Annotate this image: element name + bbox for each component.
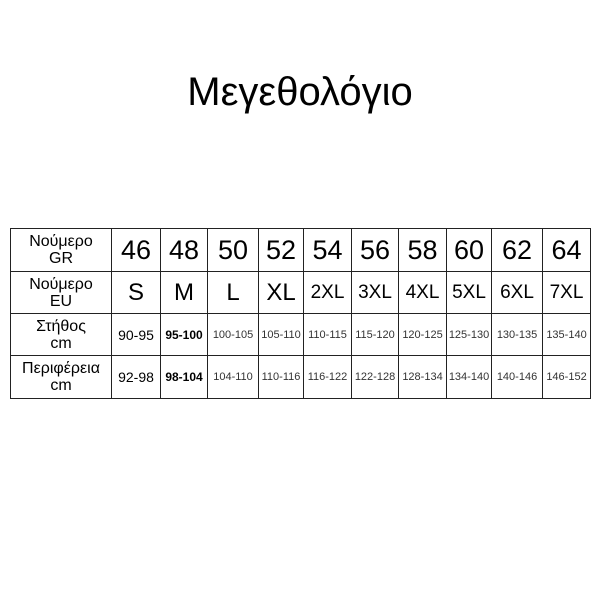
table-cell: 104-110 [207, 355, 259, 399]
table-cell: 110-115 [303, 313, 352, 356]
table-cell: 135-140 [542, 313, 591, 356]
table-cell: 92-98 [111, 355, 161, 399]
table-cell: M [160, 271, 208, 314]
table-cell: 6XL [491, 271, 543, 314]
size-chart-table: Νούμερο GR 46 48 50 52 54 56 58 60 62 64 Νούμερο EU S M… [10, 228, 591, 399]
table-cell: 52 [258, 228, 304, 272]
table-cell: 2XL [303, 271, 352, 314]
table-cell: 48 [160, 228, 208, 272]
row-header-line: Στήθος [36, 317, 86, 335]
table-cell: 128-134 [398, 355, 447, 399]
table-cell: 115-120 [351, 313, 399, 356]
table-cell: 3XL [351, 271, 399, 314]
row-header-line: Νούμερο [29, 275, 93, 293]
table-cell: 125-130 [446, 313, 492, 356]
gr-size-row: Νούμερο GR 46 48 50 52 54 56 58 60 62 64 [10, 228, 591, 272]
row-header: Περιφέρεια cm [10, 355, 112, 399]
table-cell: 116-122 [303, 355, 352, 399]
table-cell: 140-146 [491, 355, 543, 399]
row-header: Νούμερο EU [10, 271, 112, 314]
table-cell: 120-125 [398, 313, 447, 356]
table-cell: 130-135 [491, 313, 543, 356]
table-cell: 7XL [542, 271, 591, 314]
table-cell: L [207, 271, 259, 314]
table-cell: 54 [303, 228, 352, 272]
row-header-line: cm [50, 334, 72, 352]
table-cell: 64 [542, 228, 591, 272]
table-cell: 90-95 [111, 313, 161, 356]
row-header: Στήθος cm [10, 313, 112, 356]
table-cell: 4XL [398, 271, 447, 314]
table-cell: 50 [207, 228, 259, 272]
table-cell: 105-110 [258, 313, 304, 356]
table-cell: 60 [446, 228, 492, 272]
eu-size-row: Νούμερο EU S M L XL 2XL 3XL 4XL 5XL 6XL 7XL [10, 271, 591, 314]
table-cell: 58 [398, 228, 447, 272]
table-cell: 146-152 [542, 355, 591, 399]
table-cell: 5XL [446, 271, 492, 314]
table-cell: 134-140 [446, 355, 492, 399]
table-cell: 46 [111, 228, 161, 272]
row-header-line: Περιφέρεια [22, 360, 100, 377]
table-cell: XL [258, 271, 304, 314]
waist-row: Περιφέρεια cm 92-98 98-104 104-110 110-116 116… [10, 355, 591, 399]
row-header-line: Νούμερο [29, 233, 93, 250]
row-header-line: EU [49, 292, 73, 310]
table-cell: 95-100 [160, 313, 208, 356]
table-cell: 98-104 [160, 355, 208, 399]
table-cell: 100-105 [207, 313, 259, 356]
table-cell: S [111, 271, 161, 314]
table-cell: 56 [351, 228, 399, 272]
row-header: Νούμερο GR [10, 228, 112, 272]
table-cell: 122-128 [351, 355, 399, 399]
page-title: Μεγεθολόγιο [187, 70, 413, 114]
table-cell: 62 [491, 228, 543, 272]
row-header-line: GR [49, 250, 73, 267]
row-header-line: cm [50, 377, 72, 394]
chest-row: Στήθος cm 90-95 95-100 100-105 105-110 110-115… [10, 313, 591, 356]
table-cell: 110-116 [258, 355, 304, 399]
